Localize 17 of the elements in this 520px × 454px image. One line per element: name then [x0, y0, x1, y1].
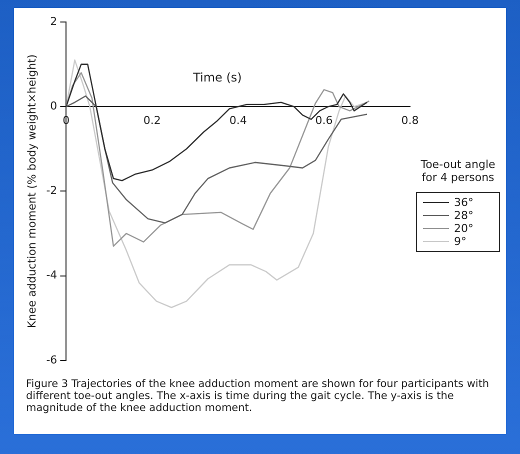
x-tick-label: 0.8: [401, 114, 419, 128]
legend-label: 9°: [454, 235, 466, 248]
y-tick-label: -2: [46, 184, 58, 198]
y-tick-label: -6: [46, 353, 58, 366]
y-tick-label: 0: [50, 99, 58, 112]
y-tick-label: -4: [46, 268, 58, 282]
x-tick-label: 0.2: [143, 114, 161, 128]
x-tick-label: 0.4: [229, 114, 247, 128]
caption: Figure 3 Trajectories of the knee adduction moment are shown for four participants with different toe-out angles. The x-axis is time during the gait cycle. The y-axis is the magnitude of the knee adduction moment.: [26, 378, 490, 414]
legend-label: 36°: [454, 196, 474, 209]
x-axis-title: Time (s): [192, 70, 242, 85]
y-axis-title: Knee adduction moment (% body weight×height): [25, 54, 38, 328]
legend-label: 20°: [454, 222, 474, 235]
legend-title: Toe-out angle for 4 persons: [420, 158, 496, 184]
y-tick-label: 2: [50, 14, 58, 28]
legend-label: 28°: [454, 209, 474, 222]
x-tick-label: 0.6: [315, 114, 333, 128]
